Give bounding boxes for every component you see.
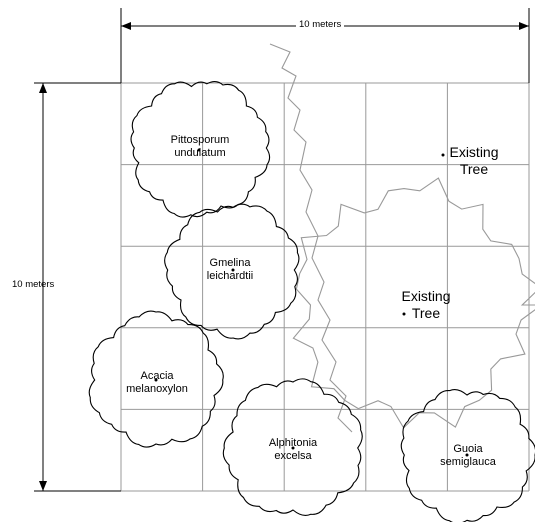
tree-label-alphitonia: Alphitonia excelsa	[268, 437, 318, 463]
tree-label-existing-1: Existing Tree	[449, 144, 499, 177]
tree-center-marker	[154, 378, 158, 382]
planted-canopies	[88, 81, 535, 522]
width-dimension-label: 10 meters	[296, 19, 345, 31]
tree-center-marker	[291, 446, 295, 450]
arrowhead-right	[519, 22, 529, 30]
tree-label-existing-2: Existing Tree	[401, 288, 451, 321]
tree-label-acacia: Acacia melanoxylon	[126, 370, 188, 396]
tree-canopy-guoia	[400, 389, 535, 522]
tree-markers	[154, 148, 469, 457]
existing-tree-canopy-2	[292, 177, 535, 429]
arrowhead-top	[39, 83, 47, 93]
tree-center-marker	[465, 453, 469, 457]
tree-canopy-acacia	[88, 310, 224, 448]
tree-center-marker	[231, 268, 235, 272]
existing-canopies	[269, 43, 535, 433]
tree-center-marker	[402, 312, 406, 316]
dimension-lines	[34, 8, 530, 492]
planting-grid	[120, 82, 530, 492]
existing-tree-canopy-1	[269, 43, 353, 433]
tree-canopy-alphitonia	[222, 378, 363, 516]
tree-center-marker	[197, 148, 201, 152]
tree-label-guoia: Guoia semiglauca	[440, 443, 496, 469]
arrowhead-left	[121, 22, 131, 30]
tree-canopy-gmelina	[164, 203, 300, 340]
height-dimension-label: 10 meters	[12, 279, 55, 290]
tree-label-pittosporum: Pittosporum undulatum	[170, 134, 230, 160]
tree-label-gmelina: Gmelina leichardtii	[206, 257, 254, 283]
tree-center-marker	[441, 153, 445, 157]
arrowhead-bottom	[39, 481, 47, 491]
